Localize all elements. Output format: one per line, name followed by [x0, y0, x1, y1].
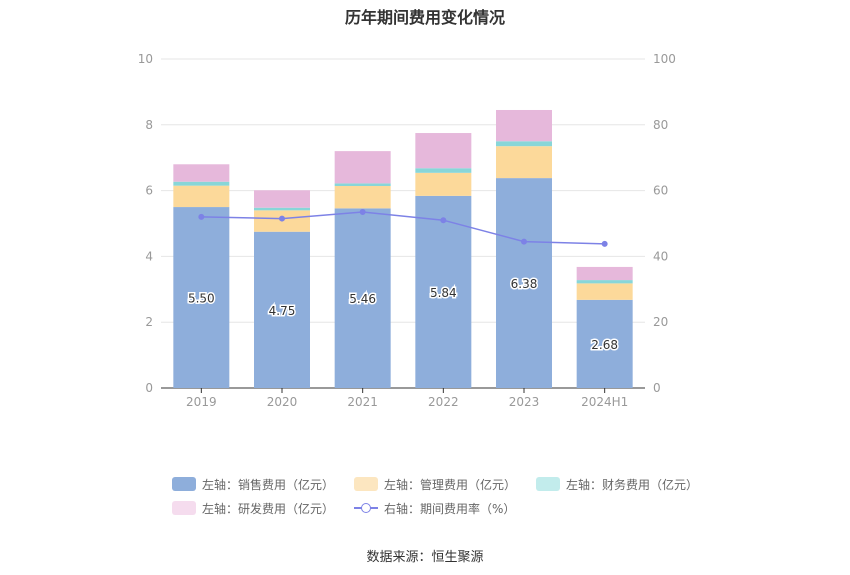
rate-point: [198, 213, 205, 220]
left-axis-tick-label: 10: [138, 52, 153, 66]
legend-label: 右轴：期间费用率（%）: [384, 501, 516, 516]
left-axis-tick-label: 4: [145, 249, 153, 263]
bar-segment: [576, 266, 633, 281]
legend-color-swatch: [172, 501, 196, 515]
rate-point: [359, 208, 366, 215]
bar-segment: [334, 185, 391, 209]
legend-row: 左轴：销售费用（亿元） 左轴：管理费用（亿元） 左轴：财务费用（亿元）: [172, 472, 732, 496]
rate-line: [201, 211, 605, 245]
bar-data-label: 4.75: [269, 304, 296, 318]
legend-label: 左轴：研发费用（亿元）: [202, 501, 335, 516]
bar-segment: [334, 208, 391, 388]
bar-segment: [415, 168, 472, 173]
right-axis-tick-label: 80: [653, 118, 668, 132]
bar-data-label: 5.50: [188, 292, 215, 306]
x-axis-tick-label: 2021: [347, 395, 378, 409]
x-axis-tick-label: 2020: [267, 395, 298, 409]
x-axis-tick-label: 2023: [509, 395, 540, 409]
bar-segment: [415, 133, 472, 169]
left-axis-tick-label: 6: [145, 184, 153, 198]
bar-segment: [173, 164, 230, 182]
bar-data-label: 5.84: [430, 286, 457, 300]
x-axis-tick-label: 2024H1: [581, 395, 628, 409]
legend-item[interactable]: 右轴：期间费用率（%）: [354, 500, 515, 517]
legend-item[interactable]: 左轴：研发费用（亿元）: [172, 500, 334, 517]
legend-label: 左轴：管理费用（亿元）: [384, 477, 517, 492]
chart-legend[interactable]: 左轴：销售费用（亿元） 左轴：管理费用（亿元） 左轴：财务费用（亿元） 左轴：研发费用…: [172, 472, 732, 520]
rate-point: [440, 217, 447, 224]
right-axis-tick-label: 100: [653, 52, 676, 66]
chart-title: 历年期间费用变化情况: [344, 8, 505, 27]
bar-segment: [496, 109, 552, 142]
bar-segment: [254, 190, 310, 208]
legend-line-marker-icon: [354, 501, 379, 515]
legend-item[interactable]: 左轴：销售费用（亿元）: [172, 476, 334, 493]
bar-segment: [576, 283, 633, 300]
right-axis-tick-label: 20: [653, 315, 668, 329]
bar-segment: [173, 185, 230, 208]
legend-color-swatch: [536, 477, 561, 491]
rate-point: [279, 215, 285, 222]
bar-segment: [254, 231, 310, 388]
x-axis-tick-label: 2022: [428, 395, 459, 409]
legend-label: 左轴：销售费用（亿元）: [202, 477, 335, 492]
bar-data-label: 6.38: [511, 277, 538, 291]
legend-label: 左轴：财务费用（亿元）: [566, 477, 699, 492]
bar-segment: [173, 181, 230, 186]
data-source-note: 数据来源：恒生聚源: [366, 550, 484, 565]
bar-data-label: 2.68: [591, 338, 618, 352]
left-axis-tick-label: 8: [145, 118, 153, 132]
bar-data-label: 5.46: [349, 292, 376, 306]
bar-segment: [334, 183, 391, 186]
legend-item[interactable]: 左轴：财务费用（亿元）: [536, 476, 698, 493]
legend-item[interactable]: 左轴：管理费用（亿元）: [354, 476, 516, 493]
bar-segment: [254, 207, 310, 211]
bar-segment: [576, 299, 633, 388]
bar-segment: [415, 195, 472, 388]
left-axis-tick-label: 2: [145, 315, 153, 329]
bar-segment: [496, 141, 552, 147]
left-axis-tick-label: 0: [145, 381, 153, 395]
rate-point: [521, 238, 527, 245]
bar-segment: [173, 207, 230, 388]
right-axis-tick-label: 0: [653, 381, 661, 395]
stacked-bar-line-chart: 02468100204060801005.5020194.7520205.462…: [138, 52, 676, 409]
bar-segment: [496, 146, 552, 179]
x-axis-tick-label: 2019: [186, 395, 217, 409]
legend-color-swatch: [172, 477, 196, 491]
bar-segment: [576, 280, 633, 284]
rate-point: [601, 240, 608, 247]
bar-segment: [496, 178, 552, 388]
bar-segment: [334, 151, 391, 184]
bar-segment: [415, 172, 472, 196]
right-axis-tick-label: 40: [653, 249, 668, 263]
legend-row: 左轴：研发费用（亿元） 右轴：期间费用率（%）: [172, 496, 732, 520]
legend-color-swatch: [354, 477, 379, 491]
right-axis-tick-label: 60: [653, 184, 668, 198]
